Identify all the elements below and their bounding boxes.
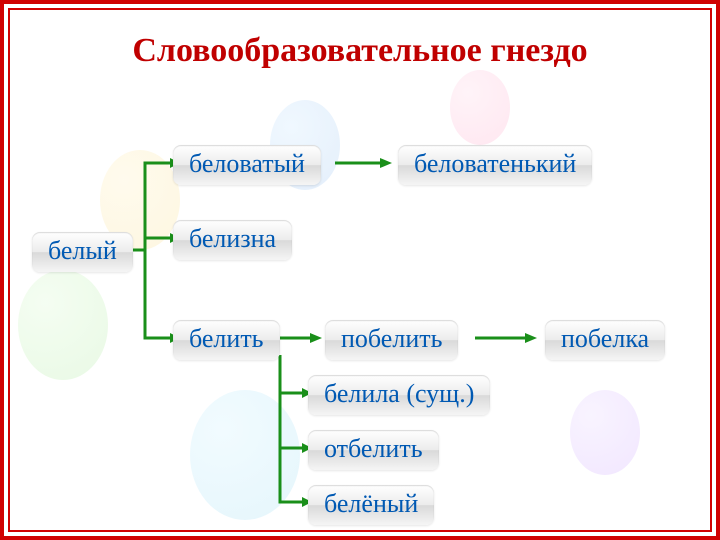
node-otbelit: отбелить [308,430,439,470]
balloon-decor [570,390,640,475]
outer-frame: Словообразовательное гнездо [0,0,720,540]
node-root: белый [32,232,133,272]
node-pobelka: побелка [545,320,665,360]
node-belizna: белизна [173,220,292,260]
balloon-decor [18,270,108,380]
balloon-decor [450,70,510,145]
node-belila: белила (сущ.) [308,375,490,415]
node-belovatenkiy: беловатенький [398,145,592,185]
page-title: Словообразовательное гнездо [10,32,710,70]
node-pobelit: побелить [325,320,458,360]
inner-frame: Словообразовательное гнездо [8,8,712,532]
node-belovatyy: беловатый [173,145,321,185]
balloon-decor [190,390,300,520]
node-belit: белить [173,320,280,360]
node-belyonyy: белёный [308,485,434,525]
